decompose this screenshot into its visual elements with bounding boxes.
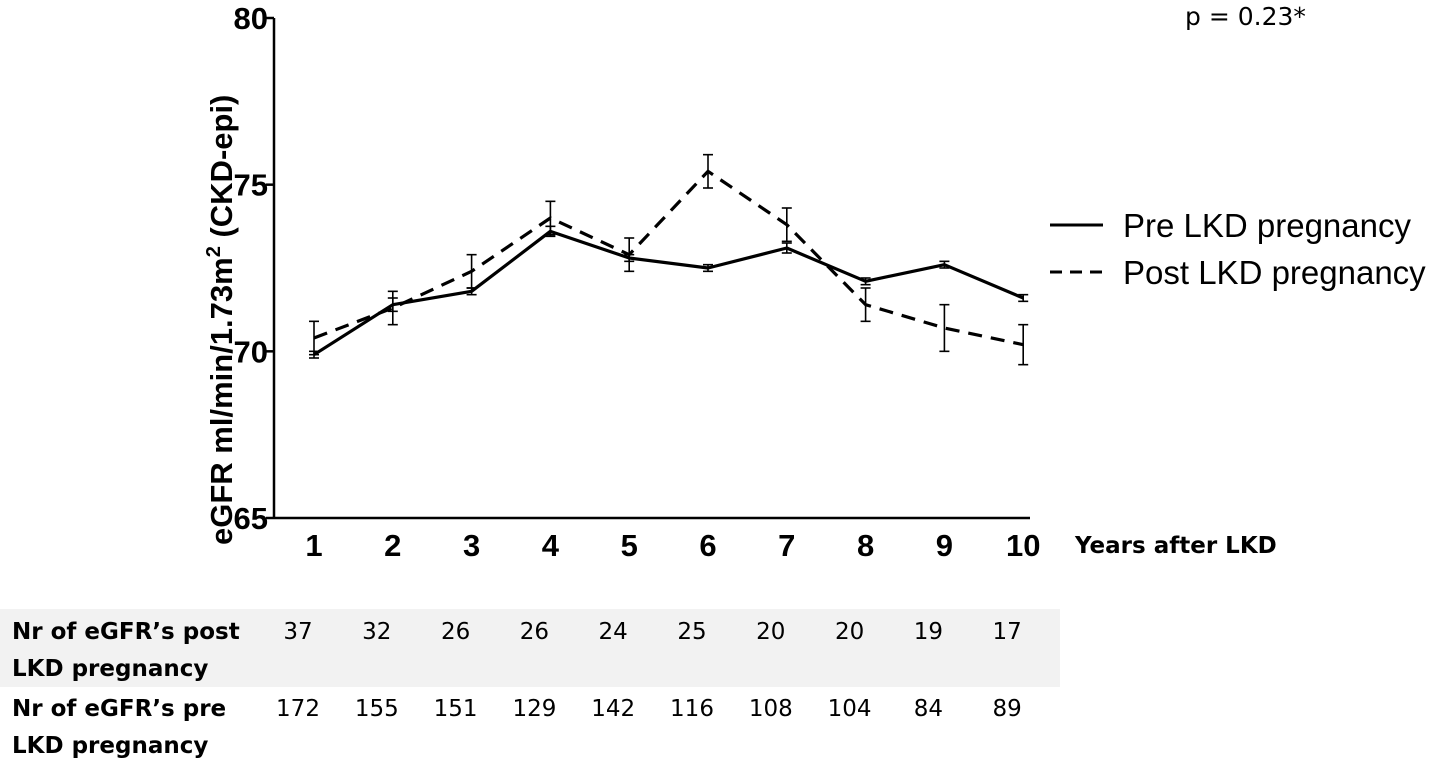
table-cell: 20 bbox=[835, 619, 864, 645]
p-value-annotation: p = 0.23* bbox=[1185, 2, 1306, 31]
table-values: 37 32 26 26 24 25 20 20 19 17 172 155 151 129 142 116 10… bbox=[276, 619, 1022, 722]
x-tick-label: 2 bbox=[384, 528, 401, 563]
x-tick-label: 3 bbox=[463, 528, 480, 563]
series-line-post bbox=[313, 169, 1024, 347]
x-axis-title: Years after LKD bbox=[1074, 533, 1277, 559]
y-tick-label: 80 bbox=[234, 1, 268, 36]
table-cell: 155 bbox=[355, 696, 399, 722]
legend: Pre LKD pregnancy Post LKD pregnancy bbox=[1050, 207, 1426, 291]
y-axis-title: eGFR ml/min/1.73m2 (CKD-epi) bbox=[203, 95, 239, 545]
y-tick-label: 70 bbox=[234, 334, 268, 369]
series-layer bbox=[309, 153, 1029, 366]
y-tick-label: 75 bbox=[234, 168, 268, 203]
table-cell: 172 bbox=[276, 696, 320, 722]
table-row-post-label-2: LKD pregnancy bbox=[12, 656, 208, 682]
table-row-pre-label-1: Nr of eGFR’s pre bbox=[12, 696, 226, 722]
y-axis-title-main: eGFR ml/min/1.73m bbox=[204, 257, 239, 545]
table-row-post-label-1: Nr of eGFR’s post bbox=[12, 619, 240, 645]
table-cell: 108 bbox=[749, 696, 793, 722]
x-tick-label: 7 bbox=[778, 528, 795, 563]
table-cell: 20 bbox=[756, 619, 785, 645]
table-cell: 142 bbox=[591, 696, 635, 722]
table-cell: 26 bbox=[441, 619, 470, 645]
table-cell: 32 bbox=[362, 619, 391, 645]
x-tick-label: 4 bbox=[542, 528, 560, 563]
y-axis-title-suffix: (CKD-epi) bbox=[204, 95, 239, 247]
table-row-pre-label-2: LKD pregnancy bbox=[12, 733, 208, 759]
x-tick-label: 10 bbox=[1006, 528, 1040, 563]
table-cell: 26 bbox=[520, 619, 549, 645]
x-tick-label: 6 bbox=[699, 528, 716, 563]
y-tick-label: 65 bbox=[234, 501, 268, 536]
table-cell: 24 bbox=[599, 619, 628, 645]
table-cell: 89 bbox=[993, 696, 1022, 722]
x-tick-label: 9 bbox=[936, 528, 953, 563]
table-cell: 25 bbox=[677, 619, 706, 645]
y-ticks: 65 70 75 80 bbox=[234, 1, 274, 536]
table-row-shade bbox=[0, 609, 1060, 687]
legend-label-pre: Pre LKD pregnancy bbox=[1123, 207, 1411, 244]
table-cell: 84 bbox=[914, 696, 943, 722]
x-ticks: 1 2 3 4 5 6 7 8 9 10 bbox=[305, 528, 1040, 563]
table-cell: 129 bbox=[512, 696, 556, 722]
table-cell: 104 bbox=[828, 696, 872, 722]
table-cell: 116 bbox=[670, 696, 714, 722]
x-tick-label: 1 bbox=[305, 528, 322, 563]
table-cell: 151 bbox=[434, 696, 478, 722]
table-cell: 19 bbox=[914, 619, 943, 645]
table-cell: 17 bbox=[993, 619, 1022, 645]
legend-label-post: Post LKD pregnancy bbox=[1123, 254, 1426, 291]
count-table: Nr of eGFR’s post LKD pregnancy Nr of eG… bbox=[12, 619, 1022, 759]
table-cell: 37 bbox=[283, 619, 312, 645]
x-tick-label: 8 bbox=[857, 528, 874, 563]
x-tick-label: 5 bbox=[621, 528, 638, 563]
series-line-pre bbox=[313, 229, 1024, 357]
y-axis-title-superscript: 2 bbox=[203, 246, 225, 257]
